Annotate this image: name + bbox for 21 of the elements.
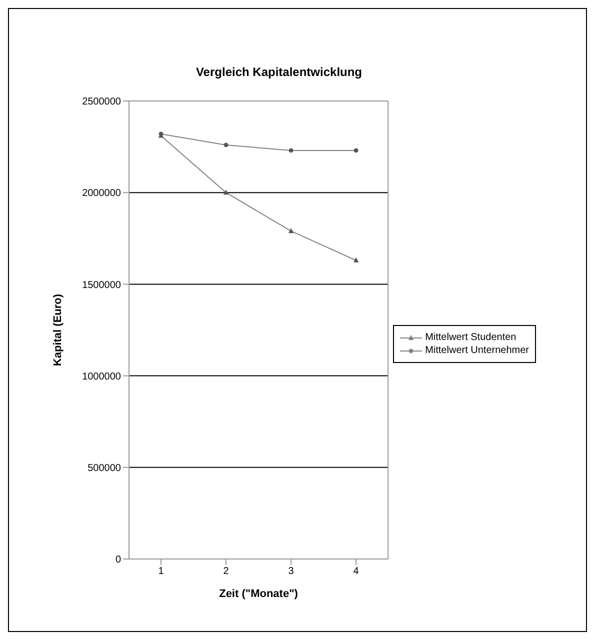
y-axis-title: Kapital (Euro): [52, 294, 64, 366]
y-tick-label: 500000: [88, 462, 122, 474]
point: [288, 228, 294, 234]
x-tick-label: 4: [353, 566, 360, 578]
legend-label: Mittelwert Unternehmer: [425, 345, 529, 356]
chart-title: Vergleich Kapitalentwicklung: [194, 65, 364, 79]
y-tick-label: 1000000: [82, 371, 122, 382]
y-tick-label: 2500000: [82, 96, 122, 108]
x-axis-title: Zeit ("Monate"): [219, 588, 298, 600]
x-tick-label: 2: [223, 566, 230, 578]
point: [224, 142, 228, 148]
legend-label: Mittelwert Studenten: [425, 332, 516, 343]
x-tick-label: 1: [158, 566, 164, 578]
y-tick-label: 0: [115, 554, 122, 566]
x-tick-label: 3: [288, 566, 294, 578]
point: [288, 148, 294, 153]
point: [353, 257, 359, 262]
y-tick-label: 1500000: [82, 280, 122, 291]
point: [223, 190, 229, 195]
point: [354, 148, 358, 153]
y-tick-label: 2000000: [82, 188, 122, 200]
